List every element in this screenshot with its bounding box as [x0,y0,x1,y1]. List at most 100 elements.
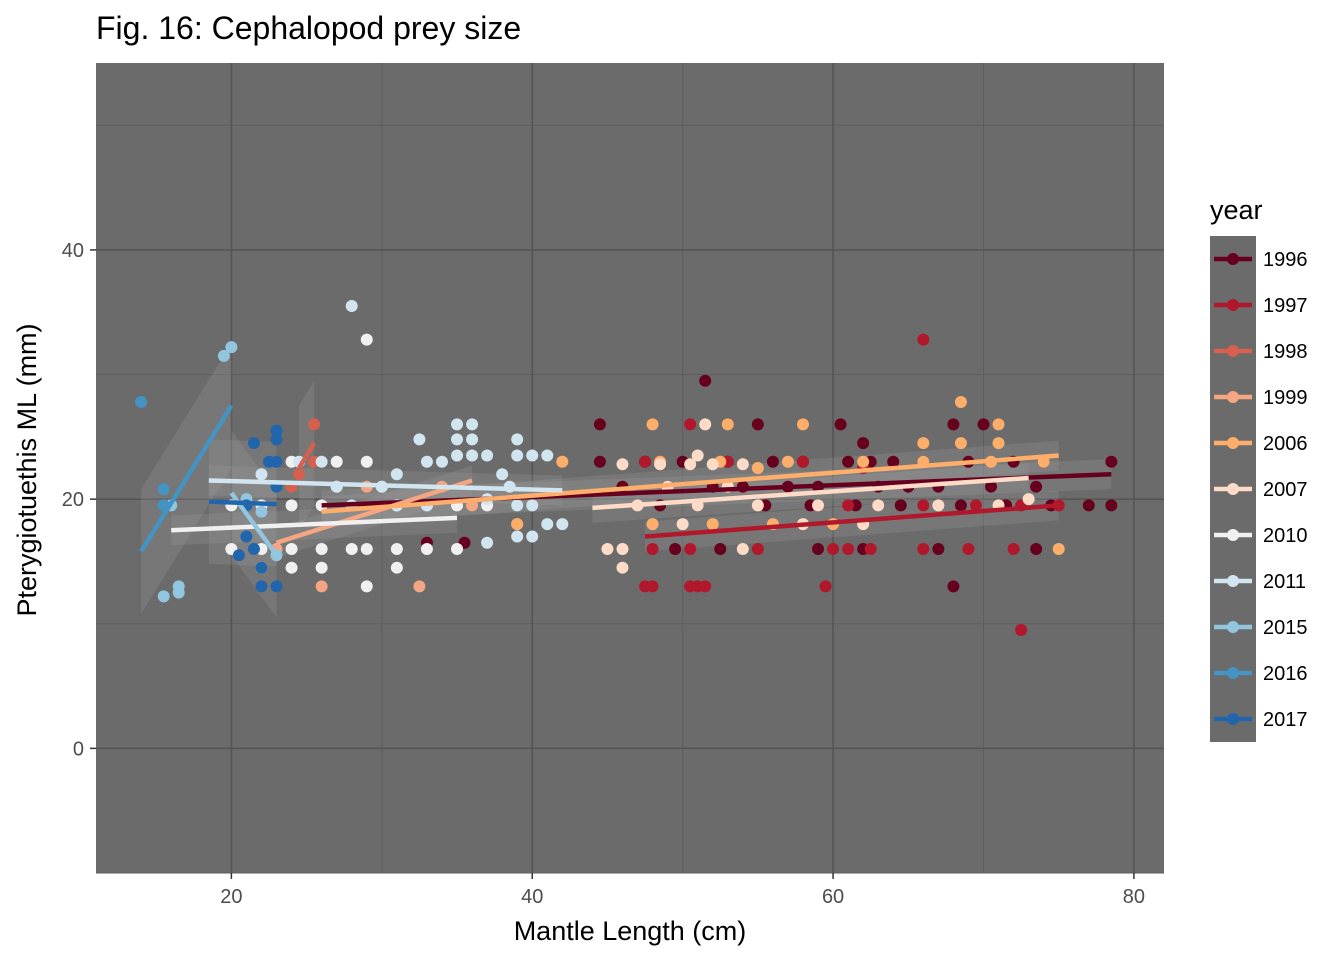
fit-line-1999 [275,478,473,545]
point-2007 [751,499,764,512]
point-1997 [917,543,930,555]
point-1996 [593,418,606,431]
legend-label: 2017 [1263,709,1308,731]
point-2011 [511,433,524,446]
point-2011 [255,468,268,481]
point-2010 [285,543,298,555]
point-2007 [736,458,749,471]
point-2007 [676,518,689,531]
point-1997 [699,580,712,593]
point-1997 [1007,543,1020,555]
point-2010 [315,543,328,555]
legend-item-2015: 2015 [1214,617,1308,639]
point-1996 [985,480,998,493]
point-2011 [511,449,524,462]
legend-item-2010: 2010 [1214,525,1308,547]
point-2007 [706,458,719,471]
point-2011 [420,455,433,468]
legend-key-point [1227,483,1239,495]
point-2007 [616,561,629,574]
point-1996 [1082,499,1095,512]
point-2017 [255,580,268,593]
legend-key-point [1227,575,1239,587]
point-1997 [917,499,930,512]
fit-line-2016 [139,404,234,553]
legend-key-point [1227,253,1239,265]
point-1998 [308,418,321,431]
point-2006 [751,462,764,474]
point-2015 [172,580,185,593]
point-2010 [390,561,403,574]
y-axis-ticks: 0 20 40 [62,240,96,760]
point-2006 [992,437,1005,450]
point-1996 [751,418,764,431]
point-1996 [669,543,682,555]
point-1997 [917,333,930,346]
point-2015 [217,349,230,362]
point-2010 [390,543,403,555]
legend-label: 2011 [1263,571,1306,593]
point-2011 [511,530,524,543]
y-tick-label: 0 [73,738,84,760]
point-1996 [1030,480,1043,493]
legend-item-1999: 1999 [1214,387,1308,409]
point-2006 [511,518,524,531]
x-axis-title: Mantle Length (cm) [514,916,747,946]
point-1996 [954,499,967,512]
point-1997 [842,499,855,512]
point-2011 [481,536,494,549]
point-1997 [842,543,855,555]
point-1996 [834,418,847,431]
point-2006 [857,455,870,468]
point-2015 [157,590,170,603]
point-1996 [1030,543,1043,555]
point-1996 [932,543,945,555]
point-2017 [270,424,283,437]
point-2010 [345,543,358,555]
point-2017 [247,437,260,450]
point-1997 [684,418,697,431]
legend-item-2011: 2011 [1214,571,1306,593]
fit-line-2007 [592,475,1029,511]
point-2011 [451,418,464,431]
grid-minor [96,63,1164,874]
legend-item-2016: 2016 [1214,663,1308,685]
point-1997 [962,543,975,555]
legend-label: 1999 [1263,387,1308,409]
point-1996 [714,543,727,555]
point-2017 [232,549,245,562]
point-1996 [1105,455,1118,468]
x-tick-label: 40 [521,886,543,908]
point-1996 [842,455,855,468]
point-2006 [721,418,734,431]
point-1997 [646,543,659,555]
point-1997 [819,580,832,593]
point-2007 [616,543,629,555]
x-tick-label: 60 [822,886,844,908]
point-2015 [255,505,268,518]
y-tick-label: 20 [62,489,84,511]
point-1996 [887,455,900,468]
legend-key-point [1227,345,1239,357]
point-1997 [646,580,659,593]
point-1999 [413,580,426,593]
point-2007 [932,499,945,512]
point-2017 [247,543,260,555]
legend-key-point [1227,437,1239,449]
point-1996 [977,418,990,431]
fit-line-2006 [321,453,1059,514]
point-2011 [541,518,554,531]
point-2011 [496,468,509,481]
legend: year 1996 1997 1998 1999 2006 2007 2010 2011 201… [1210,195,1308,742]
point-2006 [781,455,794,468]
point-1997 [969,499,982,512]
point-1996 [1105,499,1118,512]
point-2011 [451,433,464,446]
point-2007 [736,543,749,555]
legend-label: 2016 [1263,663,1308,685]
point-2017 [270,580,283,593]
legend-key-point [1227,621,1239,633]
point-2006 [1052,543,1065,555]
point-2017 [262,455,275,468]
